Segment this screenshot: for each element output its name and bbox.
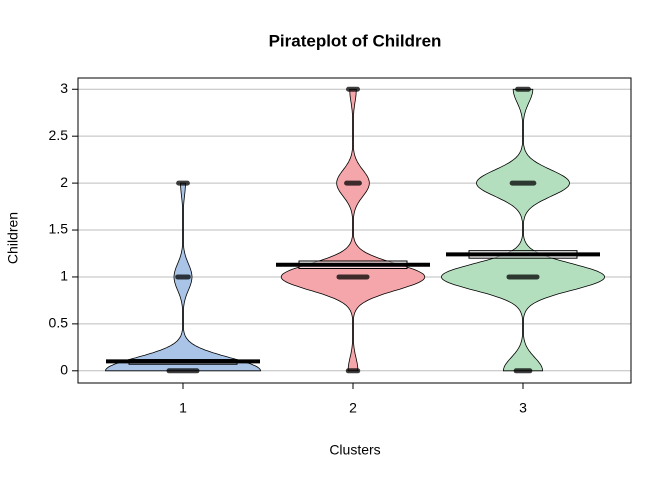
y-tick-label: 1 xyxy=(60,268,68,284)
x-tick-label: 2 xyxy=(349,400,357,416)
y-tick-label: 2.5 xyxy=(49,127,69,143)
plot-frame xyxy=(77,77,632,384)
y-tick-label: 3 xyxy=(60,80,68,96)
y-tick-label: 2 xyxy=(60,174,68,190)
y-tick-label: 0 xyxy=(60,362,68,378)
violin xyxy=(440,88,606,372)
y-tick-label: 1.5 xyxy=(49,221,69,237)
x-tick-label: 1 xyxy=(179,400,187,416)
y-tick-label: 0.5 xyxy=(49,315,69,331)
y-axis-label: Children xyxy=(5,212,21,264)
chart-title: Pirateplot of Children xyxy=(269,31,442,50)
x-axis-label: Clusters xyxy=(329,442,380,458)
x-tick-label: 3 xyxy=(519,400,527,416)
